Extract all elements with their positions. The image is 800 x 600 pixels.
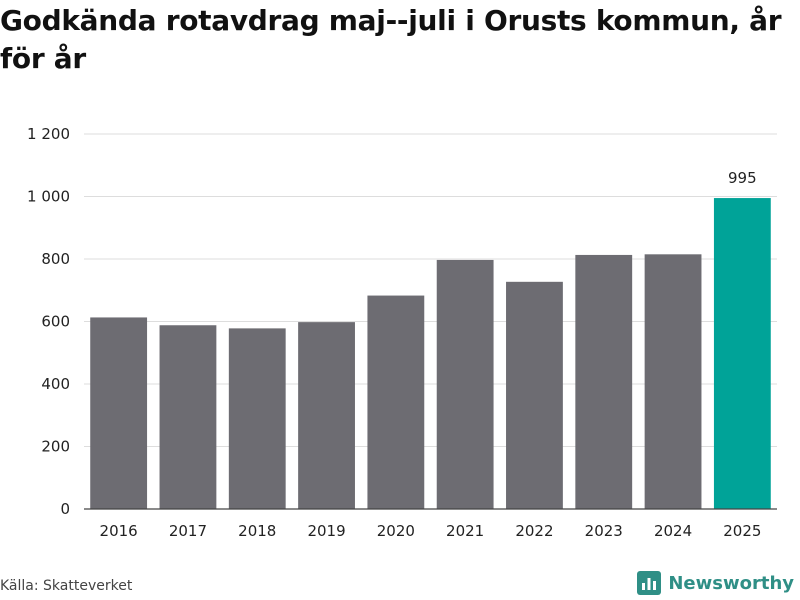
y-axis-ticks: 0 200 400 600 800 1 000 1 200 bbox=[27, 125, 70, 518]
y-tick-label: 1 000 bbox=[27, 188, 70, 206]
x-tick-label: 2023 bbox=[585, 522, 623, 540]
y-tick-label: 1 200 bbox=[27, 125, 70, 143]
newsworthy-logo-icon bbox=[637, 571, 662, 595]
bar-2017 bbox=[159, 325, 217, 509]
bar-2022 bbox=[506, 281, 563, 509]
bar-2016 bbox=[90, 317, 148, 509]
source-note: Källa: Skatteverket bbox=[0, 578, 133, 594]
bar-2020 bbox=[367, 295, 425, 509]
brand-logo: Newsworthy bbox=[636, 570, 794, 596]
x-tick-label: 2016 bbox=[100, 522, 138, 540]
x-tick-label: 2019 bbox=[307, 522, 345, 540]
y-tick-label: 400 bbox=[41, 375, 70, 393]
y-tick-label: 0 bbox=[60, 500, 70, 518]
data-label-2025: 995 bbox=[728, 169, 757, 187]
chart-title: Godkända rotavdrag maj--juli i Orusts ko… bbox=[0, 4, 782, 75]
x-axis-ticks: 2016 2017 2018 2019 2020 2021 2022 2023 2024 2025 bbox=[100, 522, 762, 540]
y-tick-label: 200 bbox=[41, 438, 70, 456]
bar-2019 bbox=[298, 322, 355, 509]
y-tick-label: 600 bbox=[41, 313, 70, 331]
x-tick-label: 2018 bbox=[238, 522, 276, 540]
x-tick-label: 2025 bbox=[723, 522, 761, 540]
bar-2023 bbox=[575, 254, 633, 509]
x-tick-label: 2022 bbox=[515, 522, 553, 540]
data-labels: 995 bbox=[728, 169, 757, 187]
bar-2018 bbox=[228, 328, 286, 509]
x-tick-label: 2021 bbox=[446, 522, 484, 540]
brand-name: Newsworthy bbox=[668, 572, 794, 594]
x-tick-label: 2020 bbox=[377, 522, 415, 540]
bar-2024 bbox=[644, 254, 702, 509]
x-tick-label: 2024 bbox=[654, 522, 692, 540]
bar-2021 bbox=[436, 259, 494, 509]
x-tick-label: 2017 bbox=[169, 522, 207, 540]
y-tick-label: 800 bbox=[41, 250, 70, 268]
bars bbox=[90, 198, 771, 509]
bar-2025 bbox=[713, 198, 771, 509]
